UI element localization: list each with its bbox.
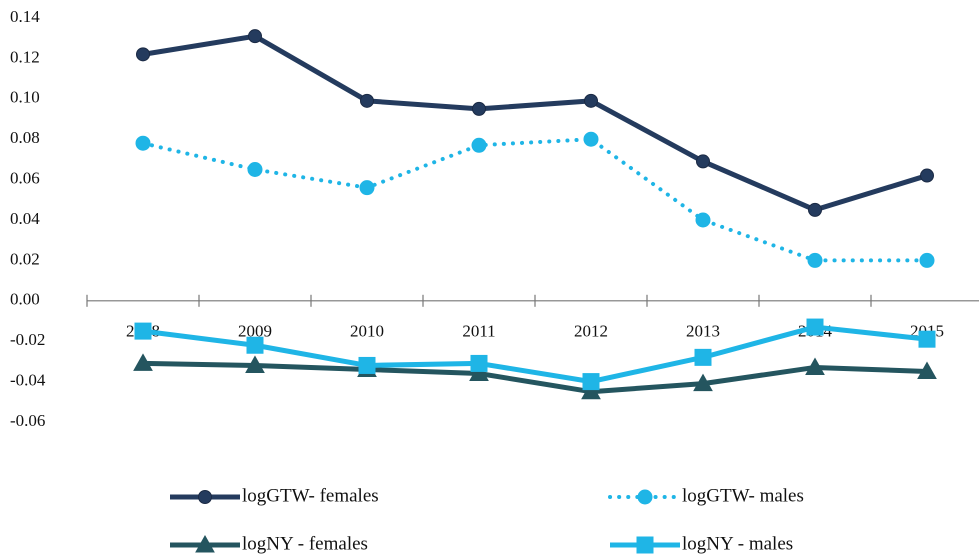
x-tick-label: 2013 — [686, 322, 720, 341]
point — [359, 180, 375, 196]
legend-label: logGTW- females — [242, 485, 379, 506]
y-tick-label: -0.04 — [10, 371, 46, 390]
point — [808, 202, 822, 217]
point — [918, 330, 936, 348]
series-line — [142, 324, 928, 385]
point — [917, 361, 937, 379]
point — [920, 168, 934, 183]
point — [919, 252, 935, 268]
point — [695, 212, 711, 228]
x-tick-label: 2009 — [238, 322, 272, 341]
point — [135, 135, 151, 151]
legend-marker — [636, 536, 654, 554]
legend-label: logNY - males — [682, 533, 793, 554]
x-tick-label: 2010 — [350, 322, 384, 341]
y-tick-label: 0.00 — [10, 290, 40, 309]
legend-label: logNY - females — [242, 533, 368, 554]
point — [358, 356, 376, 374]
point — [470, 354, 488, 372]
y-tick-label: 0.04 — [10, 209, 40, 228]
point — [134, 322, 152, 340]
point — [471, 137, 487, 153]
point — [693, 373, 713, 392]
point — [360, 93, 374, 108]
y-tick-label: 0.14 — [10, 7, 40, 26]
x-tick-label: 2012 — [574, 322, 608, 341]
legend-marker — [637, 489, 653, 505]
series-line — [142, 33, 928, 213]
point — [805, 357, 825, 375]
point — [694, 348, 712, 366]
point — [133, 353, 153, 371]
point — [583, 131, 599, 147]
legend-label: logGTW- males — [682, 485, 804, 506]
point — [469, 363, 489, 382]
point — [582, 373, 600, 391]
point — [247, 162, 263, 177]
y-tick-label: -0.06 — [10, 411, 45, 430]
point — [248, 29, 262, 44]
y-tick-label: 0.06 — [10, 169, 40, 188]
point — [806, 318, 824, 336]
point — [584, 93, 598, 108]
series-line — [142, 360, 928, 395]
legend-marker — [195, 534, 215, 553]
point — [581, 381, 601, 400]
x-tick-label: 2011 — [462, 322, 495, 341]
series-line — [141, 137, 929, 263]
point — [246, 336, 264, 354]
y-tick-label: 0.02 — [10, 249, 40, 268]
point — [136, 47, 150, 62]
y-tick-label: 0.10 — [10, 88, 40, 107]
y-tick-label: 0.12 — [10, 47, 40, 66]
y-tick-label: 0.08 — [10, 128, 40, 147]
point — [696, 154, 710, 169]
y-tick-label: -0.02 — [10, 330, 45, 349]
point — [245, 355, 265, 373]
point — [807, 252, 823, 268]
legend-marker — [198, 490, 212, 504]
point — [472, 101, 486, 116]
